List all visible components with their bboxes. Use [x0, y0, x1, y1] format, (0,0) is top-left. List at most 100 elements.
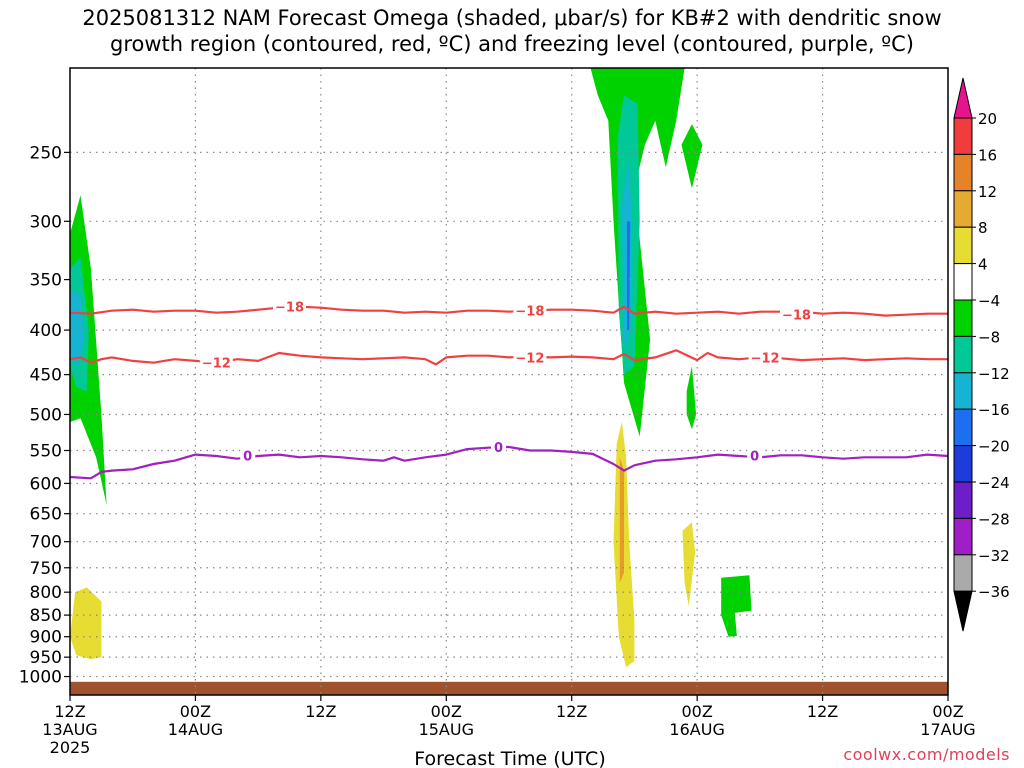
x-tick-date-0: 13AUG — [42, 720, 97, 739]
contour-label-bg-2-2 — [747, 447, 763, 463]
contour-label-bg-0-1 — [513, 302, 547, 318]
contour-label-1-0: −12 — [202, 357, 231, 372]
contour-label-0-1: −18 — [515, 305, 544, 320]
y-tick-label-600: 600 — [30, 474, 62, 494]
x-tick-date-36: 15AUG — [419, 720, 474, 739]
contour-label-bg-2-0 — [240, 447, 256, 463]
contour-layer: −18 −18 −18 −12 −12 −12 0 0 0 — [70, 298, 948, 480]
chart-title-line-1: 2025081312 NAM Forecast Omega (shaded, μ… — [82, 6, 942, 30]
colorbar-label-2: 12 — [978, 183, 997, 201]
x-tick-label-12: 00Z — [180, 702, 211, 721]
colorbar-box-7 — [953, 372, 973, 410]
y-tick-label-650: 650 — [30, 505, 62, 525]
contour-label-bg-0-0 — [273, 298, 306, 314]
omega-shading-layer — [70, 68, 752, 667]
x-tick-date-60: 16AUG — [669, 720, 724, 739]
colorbar-label-1: 16 — [978, 146, 997, 164]
omega-region-2 — [70, 290, 85, 367]
grid-layer — [70, 68, 948, 695]
y-tick-label-450: 450 — [30, 366, 62, 386]
colorbar-label-3: 8 — [978, 219, 988, 237]
colorbar-box-6 — [953, 335, 973, 374]
x-tick-label-0: 12Z — [54, 702, 85, 721]
colorbar-label-12: −32 — [978, 547, 1010, 565]
y-tick-label-900: 900 — [30, 628, 62, 648]
contour-label-bg-1-1 — [513, 349, 547, 365]
omega-region-4 — [681, 124, 703, 189]
x-tick-label-72: 12Z — [807, 702, 838, 721]
y-tick-label-300: 300 — [30, 212, 62, 232]
colorbar-label-11: −28 — [978, 510, 1010, 528]
colorbar-label-9: −20 — [978, 438, 1010, 456]
contour-label-bg-1-0 — [199, 354, 233, 370]
colorbar: 20 16 12 8 4 −4 −8 −12 −16 −20 −24 −28 −32 −36 — [953, 77, 1010, 632]
colorbar-box-1 — [953, 153, 973, 192]
colorbar-box-10 — [953, 481, 973, 519]
y-tick-label-550: 550 — [30, 442, 62, 462]
y-tick-label-500: 500 — [30, 405, 62, 425]
contour-label-bg-0-2 — [779, 306, 813, 322]
chart-title-line-2: growth region (contoured, red, ºC) and f… — [110, 32, 914, 56]
colorbar-label-7: −12 — [978, 365, 1010, 383]
colorbar-label-8: −16 — [978, 401, 1010, 419]
colorbar-label-6: −8 — [978, 328, 1000, 346]
credit-text: coolwx.com/models — [843, 745, 1010, 764]
y-tick-label-350: 350 — [30, 271, 62, 291]
contour-label-2-2: 0 — [750, 449, 759, 464]
x-tick-date-12: 14AUG — [168, 720, 223, 739]
colorbar-box-4 — [953, 263, 973, 301]
plot-frame — [69, 67, 949, 696]
y-tick-label-800: 800 — [30, 583, 62, 603]
contour-line-0 — [70, 305, 948, 317]
omega-region-12 — [619, 457, 624, 583]
y-tick-label-250: 250 — [30, 143, 62, 163]
x-tick-date-84: 17AUG — [920, 720, 975, 739]
x-tick-label-24: 12Z — [305, 702, 336, 721]
colorbar-top-arrow — [953, 77, 973, 119]
colorbar-box-0 — [953, 117, 973, 155]
ground-layer — [70, 681, 948, 695]
contour-label-1-1: −12 — [515, 351, 544, 366]
contour-label-1-2: −12 — [751, 351, 780, 366]
colorbar-box-8 — [953, 408, 973, 447]
y-tick-label-850: 850 — [30, 606, 62, 626]
omega-region-9 — [721, 575, 752, 637]
omega-region-7 — [627, 221, 631, 331]
x-tick-label-36: 00Z — [431, 702, 462, 721]
y-tick-label-750: 750 — [30, 559, 62, 579]
x-tick-label-84: 00Z — [932, 702, 963, 721]
omega-region-10 — [70, 587, 102, 660]
contour-label-bg-2-1 — [491, 439, 507, 455]
contour-label-0-0: −18 — [275, 301, 304, 316]
colorbar-label-13: −36 — [978, 583, 1010, 601]
y-axis: 2503003504004505005506006507007508008509… — [19, 143, 70, 688]
contour-label-2-0: 0 — [243, 449, 252, 464]
colorbar-box-12 — [953, 554, 973, 592]
x-tick-label-60: 00Z — [681, 702, 712, 721]
y-tick-label-400: 400 — [30, 321, 62, 341]
y-tick-label-1000: 1000 — [19, 668, 62, 688]
colorbar-box-3 — [953, 226, 973, 265]
colorbar-box-5 — [953, 299, 973, 337]
y-tick-label-950: 950 — [30, 648, 62, 668]
omega-region-13 — [682, 522, 696, 607]
y-tick-label-700: 700 — [30, 533, 62, 553]
colorbar-box-2 — [953, 190, 973, 228]
contour-label-bg-1-2 — [748, 349, 782, 365]
colorbar-box-11 — [953, 517, 973, 556]
contour-label-2-1: 0 — [494, 441, 503, 456]
x-axis-label: Forecast Time (UTC) — [414, 748, 605, 768]
colorbar-label-0: 20 — [978, 110, 997, 128]
colorbar-bottom-arrow — [953, 590, 973, 632]
colorbar-label-10: −24 — [978, 474, 1010, 492]
contour-line-1 — [70, 349, 948, 366]
colorbar-label-5: −4 — [978, 292, 1000, 310]
ground-bar — [70, 681, 948, 695]
x-tick-label-48: 12Z — [556, 702, 587, 721]
omega-region-8 — [686, 366, 697, 430]
x-tick-year-0: 2025 — [50, 738, 91, 757]
contour-line-2 — [70, 445, 948, 480]
colorbar-box-9 — [953, 445, 973, 483]
